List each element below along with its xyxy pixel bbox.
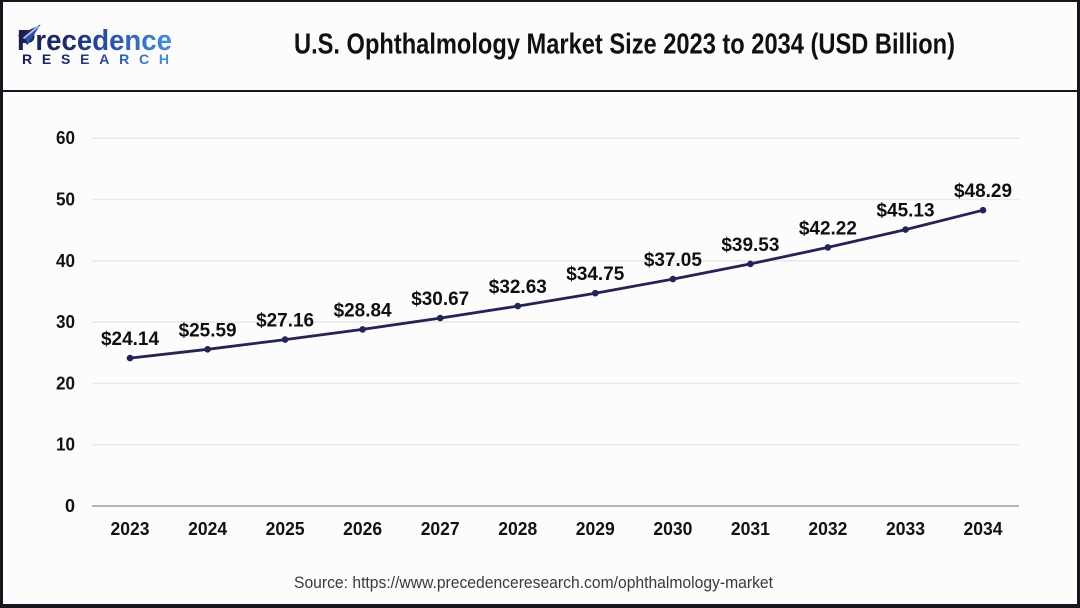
svg-text:2025: 2025 (266, 519, 305, 539)
svg-text:$32.63: $32.63 (489, 276, 547, 298)
svg-text:$28.84: $28.84 (334, 299, 392, 321)
svg-text:$37.05: $37.05 (644, 249, 702, 271)
svg-text:$24.14: $24.14 (101, 328, 159, 350)
svg-text:10: 10 (56, 435, 75, 455)
svg-text:50: 50 (56, 190, 75, 210)
svg-text:60: 60 (56, 128, 75, 148)
svg-text:Precedence: Precedence (17, 25, 172, 57)
svg-text:$34.75: $34.75 (566, 263, 624, 285)
svg-text:$45.13: $45.13 (877, 200, 935, 222)
svg-text:2030: 2030 (653, 519, 692, 539)
svg-text:0: 0 (65, 496, 75, 516)
svg-text:$42.22: $42.22 (799, 217, 857, 239)
svg-text:Source: https://www.precedence: Source: https://www.precedenceresearch.c… (294, 574, 773, 592)
svg-text:U.S. Ophthalmology Market Size: U.S. Ophthalmology Market Size 2023 to 2… (294, 29, 955, 61)
svg-text:2026: 2026 (343, 519, 382, 539)
svg-text:20: 20 (56, 373, 75, 393)
svg-text:2029: 2029 (576, 519, 615, 539)
svg-text:30: 30 (56, 312, 75, 332)
svg-text:2032: 2032 (808, 519, 847, 539)
svg-text:2033: 2033 (886, 519, 925, 539)
svg-text:$48.29: $48.29 (954, 180, 1012, 202)
svg-text:2027: 2027 (421, 519, 460, 539)
svg-text:2031: 2031 (731, 519, 770, 539)
svg-text:$27.16: $27.16 (256, 310, 314, 332)
svg-text:2023: 2023 (111, 519, 150, 539)
svg-text:$30.67: $30.67 (411, 288, 469, 310)
svg-text:2028: 2028 (498, 519, 537, 539)
svg-text:$39.53: $39.53 (721, 234, 779, 256)
svg-text:2034: 2034 (964, 519, 1003, 539)
svg-text:40: 40 (56, 251, 75, 271)
svg-text:$25.59: $25.59 (179, 319, 237, 341)
svg-text:2024: 2024 (188, 519, 227, 539)
